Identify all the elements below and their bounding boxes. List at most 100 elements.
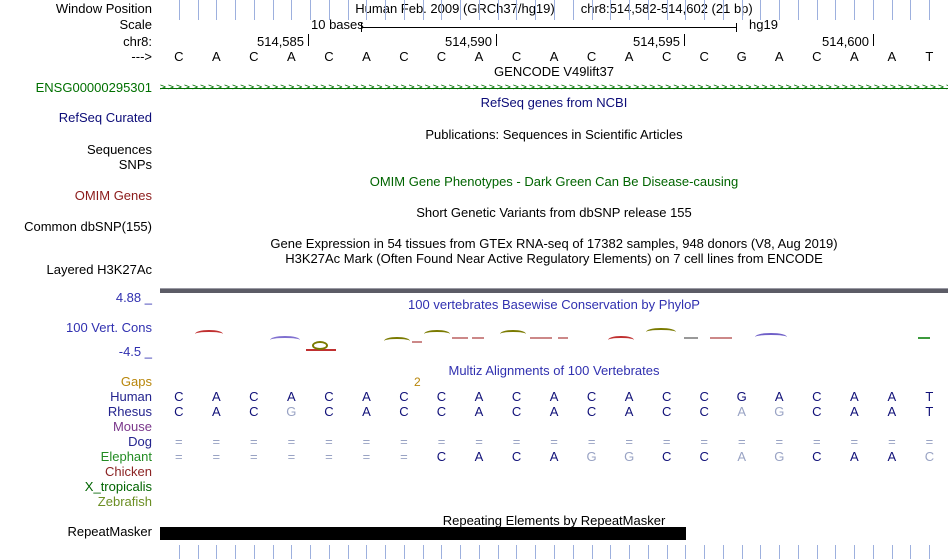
guideline: [610, 545, 612, 559]
track-title-multiz: Multiz Alignments of 100 Vertebrates: [448, 363, 660, 378]
base-cell: A: [774, 389, 784, 404]
guideline: [178, 0, 180, 20]
track-label-gaps[interactable]: Gaps: [120, 374, 152, 389]
guideline: [216, 545, 218, 559]
base-cell: =: [775, 434, 784, 449]
guideline: [422, 545, 424, 559]
track-label-species-x_tropicalis[interactable]: X_tropicalis: [84, 479, 152, 494]
alignment-row-dog[interactable]: = = = = = = = = = = = = = = = = = = = = =: [160, 435, 948, 449]
track-title-repeatmasker: Repeating Elements by RepeatMasker: [442, 513, 666, 528]
base-cell: G: [286, 404, 297, 419]
track-label-dbsnp[interactable]: Common dbSNP(155): [24, 219, 152, 234]
guideline: [366, 0, 368, 20]
guideline: [572, 0, 574, 20]
base-cell: C: [511, 404, 522, 419]
guideline: [310, 0, 312, 20]
conservation-mark: [608, 336, 634, 344]
guideline: [929, 545, 931, 559]
gene-model-arrow-line[interactable]: >>>>>>>>>>>>>>>>>>>>>>>>>>>>>>>>>>>>>>>>…: [160, 82, 948, 95]
guideline: [403, 0, 405, 20]
ruler-tick: [308, 34, 309, 46]
base-cell: G: [774, 404, 785, 419]
track-label-refseq[interactable]: RefSeq Curated: [58, 110, 152, 125]
base-cell: C: [174, 389, 184, 404]
base-cell: A: [362, 404, 371, 419]
track-label-species-human[interactable]: Human: [110, 389, 152, 404]
ruler-coordinate-label: 514,590: [445, 34, 492, 49]
conservation-mark: [195, 330, 223, 338]
track-label-species-chicken[interactable]: Chicken: [105, 464, 152, 479]
track-label-species-elephant[interactable]: Elephant: [100, 449, 152, 464]
base-cell: G: [624, 449, 635, 464]
guideline: [178, 545, 180, 559]
track-label-h3k27ac[interactable]: Layered H3K27Ac: [46, 262, 152, 277]
h3k27ac-signal-band[interactable]: [160, 288, 948, 293]
track-label-omim[interactable]: OMIM Genes: [74, 188, 152, 203]
base-cell: A: [211, 389, 221, 404]
track-label-conservation[interactable]: 100 Vert. Cons: [66, 320, 152, 335]
chromosome-label: chr8:: [123, 34, 152, 49]
base-cell: A: [287, 389, 296, 404]
base-cell: A: [849, 49, 859, 64]
guideline: [816, 0, 818, 20]
guideline: [328, 0, 330, 20]
conservation-mark: [530, 337, 552, 339]
track-label-species-zebrafish[interactable]: Zebrafish: [97, 494, 152, 509]
base-cell: A: [474, 449, 484, 464]
conservation-mark: [755, 333, 787, 341]
track-label-gencode-gene[interactable]: ENSG00000295301: [35, 80, 152, 95]
base-cell: A: [887, 49, 897, 64]
guideline: [891, 0, 893, 20]
base-cell: C: [511, 389, 522, 404]
base-cell: A: [887, 404, 897, 419]
base-cell: A: [849, 449, 859, 464]
base-cell: C: [399, 49, 409, 64]
track-title-refseq: RefSeq genes from NCBI: [480, 95, 628, 110]
base-cell: C: [586, 404, 597, 419]
guideline: [535, 0, 537, 20]
guideline: [591, 545, 593, 559]
base-cell: C: [511, 449, 522, 464]
track-label-repeatmasker[interactable]: RepeatMasker: [67, 524, 152, 539]
base-cell: C: [699, 49, 709, 64]
guideline: [385, 0, 387, 20]
guideline: [591, 0, 593, 20]
guideline: [216, 0, 218, 20]
guideline: [722, 545, 724, 559]
conservation-scale-min: -4.5 _: [118, 344, 152, 359]
base-cell: =: [625, 434, 633, 449]
guideline: [310, 545, 312, 559]
track-label-species-rhesus[interactable]: Rhesus: [107, 404, 152, 419]
base-cell: A: [362, 49, 371, 64]
base-cell: C: [699, 404, 709, 419]
track-label-species-mouse[interactable]: Mouse: [112, 419, 152, 434]
base-cell: C: [511, 49, 522, 64]
base-cell: A: [774, 49, 784, 64]
guideline: [872, 545, 874, 559]
guideline: [328, 545, 330, 559]
guideline: [441, 545, 443, 559]
track-label-species-dog[interactable]: Dog: [128, 434, 152, 449]
base-cell: T: [925, 389, 934, 404]
base-cell: C: [436, 49, 447, 64]
base-cell: A: [624, 404, 634, 419]
guideline: [535, 545, 537, 559]
track-label-snps[interactable]: SNPs: [118, 157, 152, 172]
conservation-mark: [918, 337, 930, 339]
base-cell: A: [849, 389, 859, 404]
guideline: [497, 0, 499, 20]
alignment-row-elephant[interactable]: = = = = = = = C A C A G G C C A G C A A C: [160, 450, 948, 464]
window-position-label: Window Position: [55, 1, 152, 16]
base-cell: A: [849, 404, 859, 419]
guideline: [760, 545, 762, 559]
track-title-h3k27ac: H3K27Ac Mark (Often Found Near Active Re…: [285, 251, 823, 266]
conservation-mark: [270, 336, 300, 344]
base-cell: C: [661, 389, 672, 404]
base-cell: =: [250, 449, 258, 464]
repeat-element-box[interactable]: [160, 527, 686, 540]
track-label-publications-sequences[interactable]: Sequences: [86, 142, 152, 157]
base-cell: C: [249, 49, 259, 64]
